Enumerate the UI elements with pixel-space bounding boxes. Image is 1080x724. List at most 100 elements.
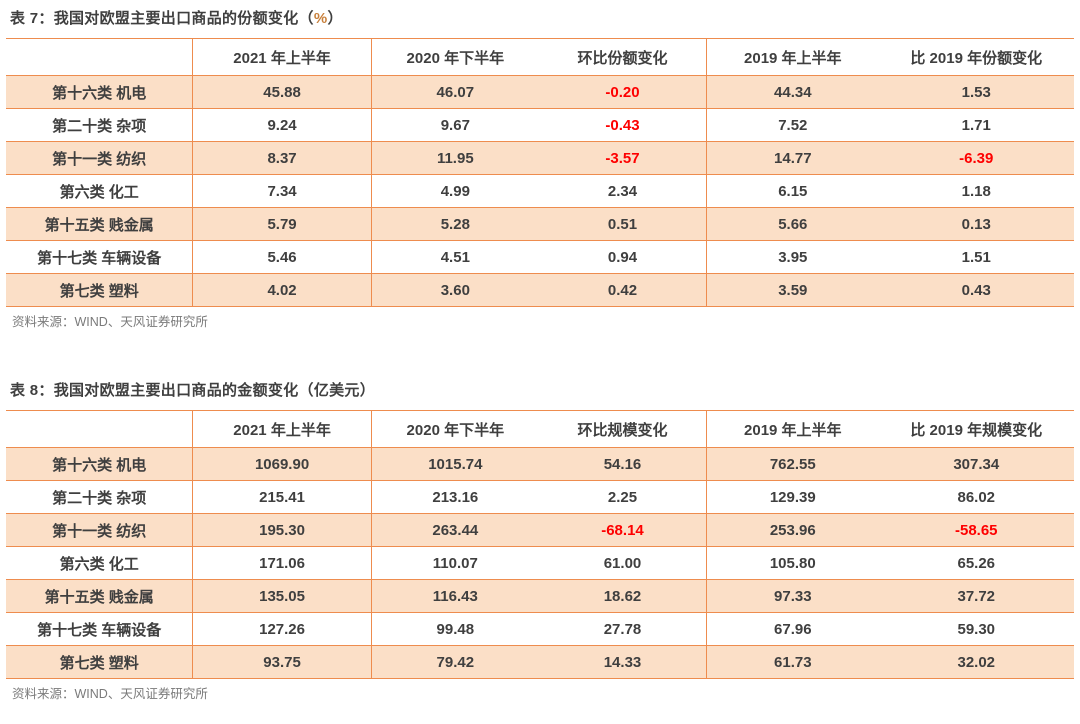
value-cell: 762.55 [706,447,879,481]
value-cell: 5.46 [192,240,372,274]
value-cell: 79.42 [371,645,539,679]
value-cell: 0.94 [538,240,708,274]
table-row: 第六类 化工 171.06 110.07 61.00 105.80 65.26 [6,546,1074,580]
row-label: 第十七类 车辆设备 [6,612,194,646]
column-header: 2020 年下半年 [371,38,539,76]
source-note: 资料来源：WIND、天风证券研究所 [12,315,208,329]
value-cell: 1.51 [878,240,1074,274]
value-cell: 99.48 [371,612,539,646]
value-cell: 54.16 [538,447,708,481]
value-cell: 1015.74 [371,447,539,481]
value-cell: 46.07 [371,75,539,109]
value-cell: 116.43 [371,579,539,613]
value-cell: 44.34 [706,75,879,109]
table8-title-unit: 亿美元 [313,382,360,399]
value-cell: 7.52 [706,108,879,142]
value-cell: 7.34 [192,174,372,208]
value-cell: -0.43 [538,108,708,142]
column-header [6,38,194,76]
value-cell: 129.39 [706,480,879,514]
table-row: 第十五类 贱金属 135.05 116.43 18.62 97.33 37.72 [6,579,1074,613]
table-row: 第二十类 杂项 9.24 9.67 -0.43 7.52 1.71 [6,108,1074,142]
row-label: 第十五类 贱金属 [6,579,194,613]
table7-title-unit: % [313,10,328,27]
value-cell: 4.02 [192,273,372,307]
value-cell: 195.30 [192,513,372,547]
value-cell: -0.20 [538,75,708,109]
value-cell: 110.07 [371,546,539,580]
value-cell: 59.30 [878,612,1074,646]
table8-title-close: ） [359,382,376,399]
row-label: 第六类 化工 [6,546,194,580]
value-cell: 37.72 [878,579,1074,613]
header-row: 2021 年上半年 2020 年下半年 环比规模变化 2019 年上半年比 2019 … [6,410,1074,448]
table-row: 第十七类 车辆设备 127.26 99.48 27.78 67.96 59.30 [6,612,1074,646]
value-cell: 14.77 [706,141,879,175]
value-cell: 263.44 [371,513,539,547]
value-cell: -6.39 [878,141,1074,175]
column-header: 2021 年上半年 [192,38,372,76]
row-label: 第七类 塑料 [6,645,194,679]
table7-title: 表 7：我国对欧盟主要出口商品的份额变化（%） [10,8,1074,30]
value-cell: 27.78 [538,612,708,646]
table8-section: 表 8：我国对欧盟主要出口商品的金额变化（亿美元） 2021 年上半年 2020 … [6,380,1074,702]
row-label: 第二十类 杂项 [6,480,194,514]
column-header: 2021 年上半年 [192,410,372,448]
row-label: 第十一类 纺织 [6,141,194,175]
value-cell: 2.34 [538,174,708,208]
column-header: 环比规模变化 [538,410,708,448]
value-cell: 6.15 [706,174,879,208]
share-change-table: 2021 年上半年 2020 年下半年 环比份额变化 2019 年上半年比 2019 … [6,38,1074,307]
value-cell: 0.42 [538,273,708,307]
value-cell: -58.65 [878,513,1074,547]
value-cell: 61.00 [538,546,708,580]
value-cell: 45.88 [192,75,372,109]
value-cell: 1.53 [878,75,1074,109]
table-row: 第十六类 机电 1069.90 1015.74 54.16 762.55 307.34 [6,447,1074,481]
value-cell: 171.06 [192,546,372,580]
value-cell: 8.37 [192,141,372,175]
value-cell: 1.18 [878,174,1074,208]
row-label: 第十七类 车辆设备 [6,240,194,274]
table7-title-close: ） [327,10,343,27]
value-cell: 253.96 [706,513,879,547]
value-cell: 65.26 [878,546,1074,580]
column-header: 2020 年下半年 [371,410,539,448]
header-row: 2021 年上半年 2020 年下半年 环比份额变化 2019 年上半年比 2019 … [6,38,1074,76]
table-row: 第十五类 贱金属 5.79 5.28 0.51 5.66 0.13 [6,207,1074,241]
value-cell: 5.66 [706,207,879,241]
value-cell: 3.95 [706,240,879,274]
row-label: 第七类 塑料 [6,273,194,307]
table-row: 第十一类 纺织 8.37 11.95 -3.57 14.77 -6.39 [6,141,1074,175]
column-header [6,410,194,448]
value-cell: 9.24 [192,108,372,142]
value-cell: 4.99 [371,174,539,208]
table7-section: 表 7：我国对欧盟主要出口商品的份额变化（%） 2021 年上半年 2020 年下… [6,8,1074,330]
column-header: 环比份额变化 [538,38,708,76]
row-label: 第二十类 杂项 [6,108,194,142]
value-cell: -68.14 [538,513,708,547]
value-cell: 213.16 [371,480,539,514]
value-cell: 86.02 [878,480,1074,514]
row-label: 第十六类 机电 [6,447,194,481]
row-label: 第六类 化工 [6,174,194,208]
value-cell: 3.59 [706,273,879,307]
table-row: 第十一类 纺织 195.30 263.44 -68.14 253.96 -58.65 [6,513,1074,547]
column-header: 2019 年上半年 [706,410,879,448]
value-cell: 61.73 [706,645,879,679]
table-row: 第七类 塑料 93.75 79.42 14.33 61.73 32.02 [6,645,1074,679]
value-cell: 93.75 [192,645,372,679]
table-row: 第十六类 机电 45.88 46.07 -0.20 44.34 1.53 [6,75,1074,109]
value-cell: 3.60 [371,273,539,307]
value-cell: 2.25 [538,480,708,514]
row-label: 第十六类 机电 [6,75,194,109]
table8-title-text: 表 8：我国对欧盟主要出口商品的金额变化（ [10,382,314,399]
value-cell: 32.02 [878,645,1074,679]
value-cell: 5.79 [192,207,372,241]
value-cell: 67.96 [706,612,879,646]
row-label: 第十一类 纺织 [6,513,194,547]
table-row: 第二十类 杂项 215.41 213.16 2.25 129.39 86.02 [6,480,1074,514]
value-cell: 1.71 [878,108,1074,142]
value-cell: 0.13 [878,207,1074,241]
